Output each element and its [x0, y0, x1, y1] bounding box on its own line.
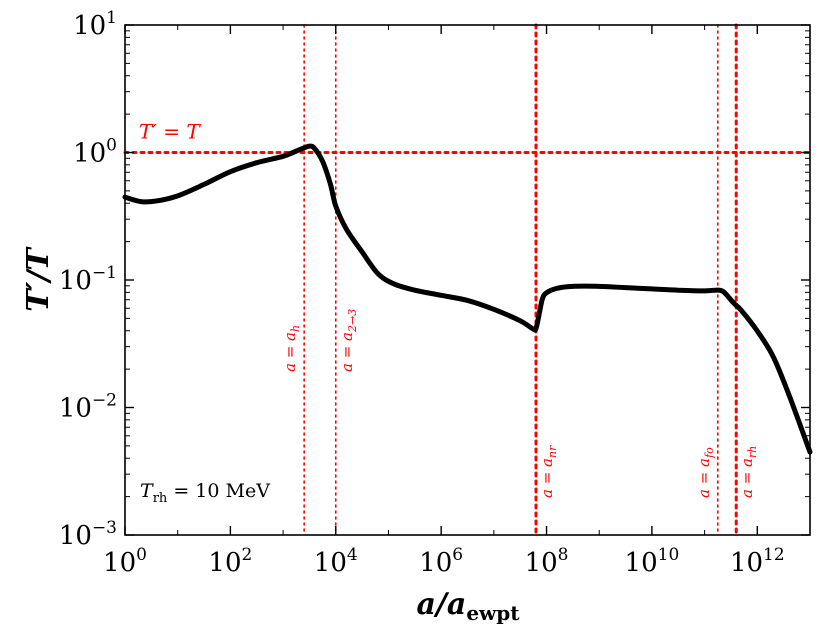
reheat-temperature-label: Trh = 10 MeV — [140, 480, 270, 506]
axis-labels: 100 102 104 106 108 1010 1012 10−3 10−2 10−1 100 10… — [21, 8, 785, 625]
x-tick-label: 106 — [419, 545, 463, 578]
vline-label-fo: a = afo — [695, 447, 716, 498]
x-axis-title: a/aewpt — [416, 587, 520, 625]
axis-ticks — [124, 24, 811, 536]
y-tick-label: 101 — [73, 8, 117, 41]
y-tick-label: 10−2 — [59, 391, 117, 424]
y-tick-label: 10−1 — [59, 263, 117, 296]
x-tick-label: 1012 — [730, 545, 785, 578]
vline-label-2→3: a = a2→3 — [338, 309, 359, 372]
x-tick-label: 102 — [208, 545, 252, 578]
x-tick-label: 104 — [314, 545, 358, 578]
y-tick-label: 10−3 — [59, 518, 117, 551]
series-line-temperature-ratio — [122, 143, 813, 455]
hline-label: T′ = T — [139, 120, 201, 144]
vline-label-rh: a = arh — [738, 446, 759, 498]
curve-layer — [122, 143, 813, 455]
annotations: T′ = T a = ah a = a2→3 a = anr a = afo a = ar… — [139, 120, 759, 507]
vline-label-h: a = ah — [281, 325, 302, 372]
y-axis-title: T′/T — [21, 246, 56, 312]
vline-label-nr: a = anr — [538, 445, 559, 498]
x-tick-label: 100 — [103, 545, 147, 578]
y-tick-label: 100 — [73, 136, 117, 169]
x-tick-label: 1010 — [625, 545, 680, 578]
x-tick-label: 108 — [525, 545, 569, 578]
reference-lines — [123, 23, 812, 537]
